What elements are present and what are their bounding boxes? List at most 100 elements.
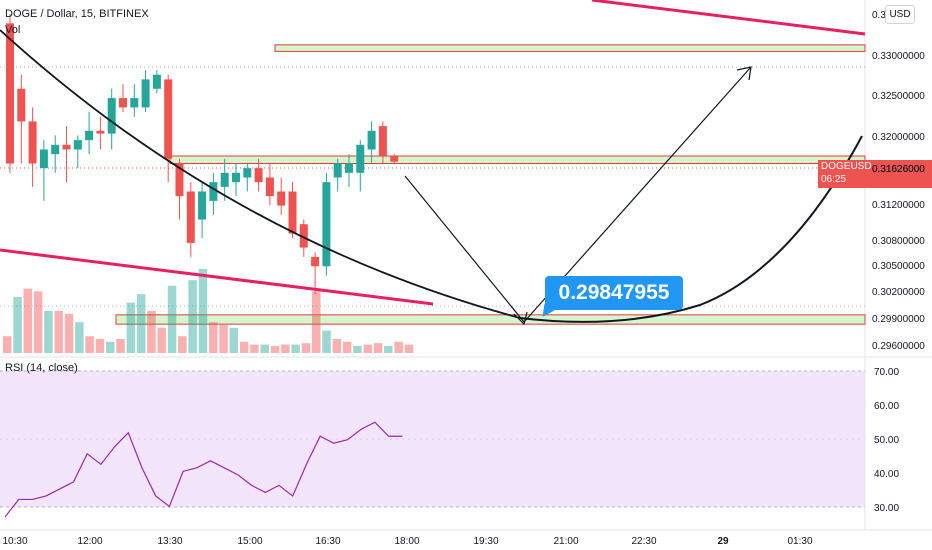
support-zone: [274, 44, 866, 52]
candle-body: [356, 144, 365, 173]
price-tick-label: 0.30800000: [872, 236, 925, 247]
candle-body: [367, 130, 376, 150]
volume-bar: [44, 311, 53, 353]
time-tick-label: 18:00: [394, 536, 419, 547]
time-axis: 10:30 12:00 13:30 15:00 16:30 18:00 19:30 21:00…: [2, 536, 812, 547]
volume-bar: [178, 336, 187, 353]
volume-bar: [85, 336, 94, 353]
time-tick-label: 22:30: [631, 536, 656, 547]
volume-bar: [342, 341, 352, 353]
current-price-tag: DOGEUSD 06:25: [818, 160, 872, 188]
candle-body: [390, 156, 399, 162]
time-tick-label: 21:00: [553, 536, 578, 547]
candle-body: [152, 74, 161, 89]
candle-body: [198, 191, 207, 220]
candle-body: [130, 98, 139, 108]
candle-body: [6, 23, 14, 164]
candle-body: [322, 182, 331, 267]
currency-button[interactable]: USD: [885, 5, 915, 24]
volume-bar: [106, 341, 115, 353]
candle-body: [85, 130, 94, 141]
price-tick-label: 0.31626000: [872, 164, 925, 175]
time-tick-label: 13:30: [157, 536, 182, 547]
rsi-tick-label: 40.00: [874, 469, 899, 480]
candle-body: [243, 168, 252, 178]
price-tick-label: 0.29600000: [872, 341, 925, 352]
candle-body: [175, 163, 184, 197]
upper-trendline[interactable]: [591, 0, 866, 36]
volume-bar: [136, 294, 146, 353]
volume-bar: [95, 339, 105, 353]
current-countdown: 06:25: [821, 174, 847, 185]
cup-curve[interactable]: [0, 29, 521, 319]
candle-body: [141, 79, 150, 108]
volume-bar: [64, 313, 74, 353]
down-arrow-path[interactable]: [404, 175, 525, 323]
candle-body: [17, 88, 26, 122]
volume-bar: [363, 344, 372, 353]
price-tick-label: 0.33000000: [872, 51, 925, 62]
volume-bar: [3, 336, 12, 353]
volume-bar: [157, 327, 166, 353]
candle-body: [209, 182, 218, 201]
candle-body: [232, 172, 240, 183]
candle-body: [164, 79, 173, 159]
time-tick-label: 29: [717, 536, 729, 547]
volume-bar: [167, 285, 177, 353]
volume-bar: [147, 311, 156, 353]
cup-curve-right[interactable]: [519, 135, 863, 323]
lower-trendline[interactable]: [0, 248, 434, 306]
volume-layer: [3, 269, 414, 353]
volume-bar: [312, 291, 321, 353]
price-tick-label: 0.31200000: [872, 200, 925, 211]
candle-body: [28, 121, 37, 164]
price-tick-label: 0.32000000: [872, 132, 925, 143]
price-tick-label: 0.29900000: [872, 314, 925, 325]
price-tick-label: 0.30500000: [872, 261, 925, 272]
rsi-label: RSI (14, close): [5, 362, 78, 374]
volume-bar: [301, 343, 311, 353]
time-tick-label: 12:00: [77, 536, 102, 547]
candle-body: [73, 140, 82, 150]
volume-bar: [270, 346, 280, 353]
time-tick-label: 15:00: [237, 536, 262, 547]
candle-body: [299, 224, 308, 248]
price-tick-label: 0.32500000: [872, 91, 925, 102]
rsi-line: [4, 421, 403, 518]
volume-bar: [75, 322, 84, 353]
volume-bar: [373, 343, 383, 353]
volume-bar: [126, 302, 136, 353]
rsi-tick-label: 30.00: [874, 503, 899, 514]
volume-bar: [260, 344, 269, 353]
price-annotation[interactable]: 0.29847955: [545, 276, 683, 310]
volume-bar: [394, 341, 403, 353]
candle-body: [39, 149, 48, 169]
volume-bar: [404, 344, 414, 353]
rsi-axis: 70.00 60.00 50.00 40.00 30.00: [874, 367, 899, 514]
candle-body: [288, 191, 297, 234]
volume-bar: [291, 344, 300, 353]
volume-bar: [281, 344, 290, 353]
volume-bar: [116, 339, 125, 353]
price-axis: 0.33 0.33000000 0.32500000 0.32000000 0.3162…: [866, 10, 932, 352]
volume-bar: [33, 291, 43, 353]
current-price-bg: [866, 160, 932, 188]
candle-body: [254, 168, 263, 183]
candle-body: [107, 98, 116, 134]
volume-bar: [239, 341, 249, 353]
down-arrow-head: [513, 311, 528, 326]
price-tick-label: 0.30200000: [872, 287, 925, 298]
candle-body: [277, 191, 286, 206]
candle-body: [345, 163, 353, 173]
rsi-tick-label: 60.00: [874, 401, 899, 412]
candle-body: [265, 177, 274, 197]
candle-body: [333, 163, 342, 178]
rsi-tick-label: 50.00: [874, 435, 899, 446]
support-zone: [115, 314, 866, 325]
candle-body: [62, 144, 71, 150]
chart-title: DOGE / Dollar, 15, BITFINEX: [5, 8, 149, 20]
candle-body: [186, 191, 195, 243]
volume-bar: [23, 288, 33, 353]
current-price-value: 0.31626000: [872, 164, 925, 175]
time-tick-label: 10:30: [2, 536, 27, 547]
